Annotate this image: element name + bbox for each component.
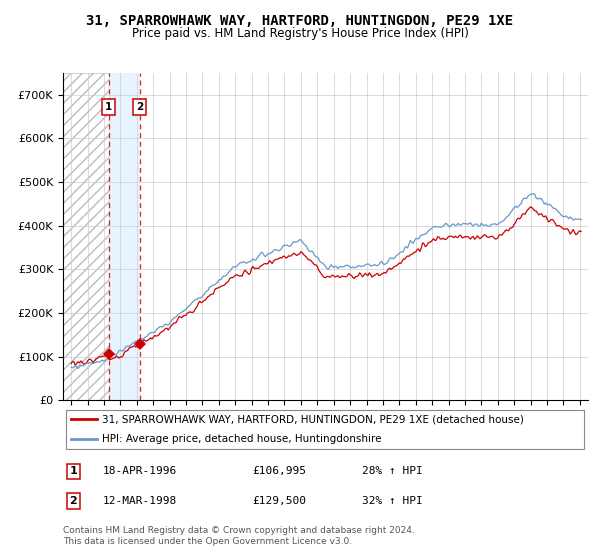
Text: HPI: Average price, detached house, Huntingdonshire: HPI: Average price, detached house, Hunt… xyxy=(103,434,382,444)
Text: 1: 1 xyxy=(70,466,77,477)
Text: 31, SPARROWHAWK WAY, HARTFORD, HUNTINGDON, PE29 1XE: 31, SPARROWHAWK WAY, HARTFORD, HUNTINGDO… xyxy=(86,14,514,28)
Text: Price paid vs. HM Land Registry's House Price Index (HPI): Price paid vs. HM Land Registry's House … xyxy=(131,27,469,40)
Text: 18-APR-1996: 18-APR-1996 xyxy=(103,466,176,477)
Text: 28% ↑ HPI: 28% ↑ HPI xyxy=(362,466,423,477)
Bar xyxy=(109,73,140,400)
Text: £129,500: £129,500 xyxy=(252,496,306,506)
Text: £106,995: £106,995 xyxy=(252,466,306,477)
Text: 31, SPARROWHAWK WAY, HARTFORD, HUNTINGDON, PE29 1XE (detached house): 31, SPARROWHAWK WAY, HARTFORD, HUNTINGDO… xyxy=(103,414,524,424)
Text: 12-MAR-1998: 12-MAR-1998 xyxy=(103,496,176,506)
Text: 1: 1 xyxy=(105,102,112,112)
Text: Contains HM Land Registry data © Crown copyright and database right 2024.
This d: Contains HM Land Registry data © Crown c… xyxy=(63,526,415,546)
Text: 2: 2 xyxy=(136,102,143,112)
Bar xyxy=(63,73,109,400)
Text: 2: 2 xyxy=(70,496,77,506)
Text: 32% ↑ HPI: 32% ↑ HPI xyxy=(362,496,423,506)
FancyBboxPatch shape xyxy=(65,410,584,449)
